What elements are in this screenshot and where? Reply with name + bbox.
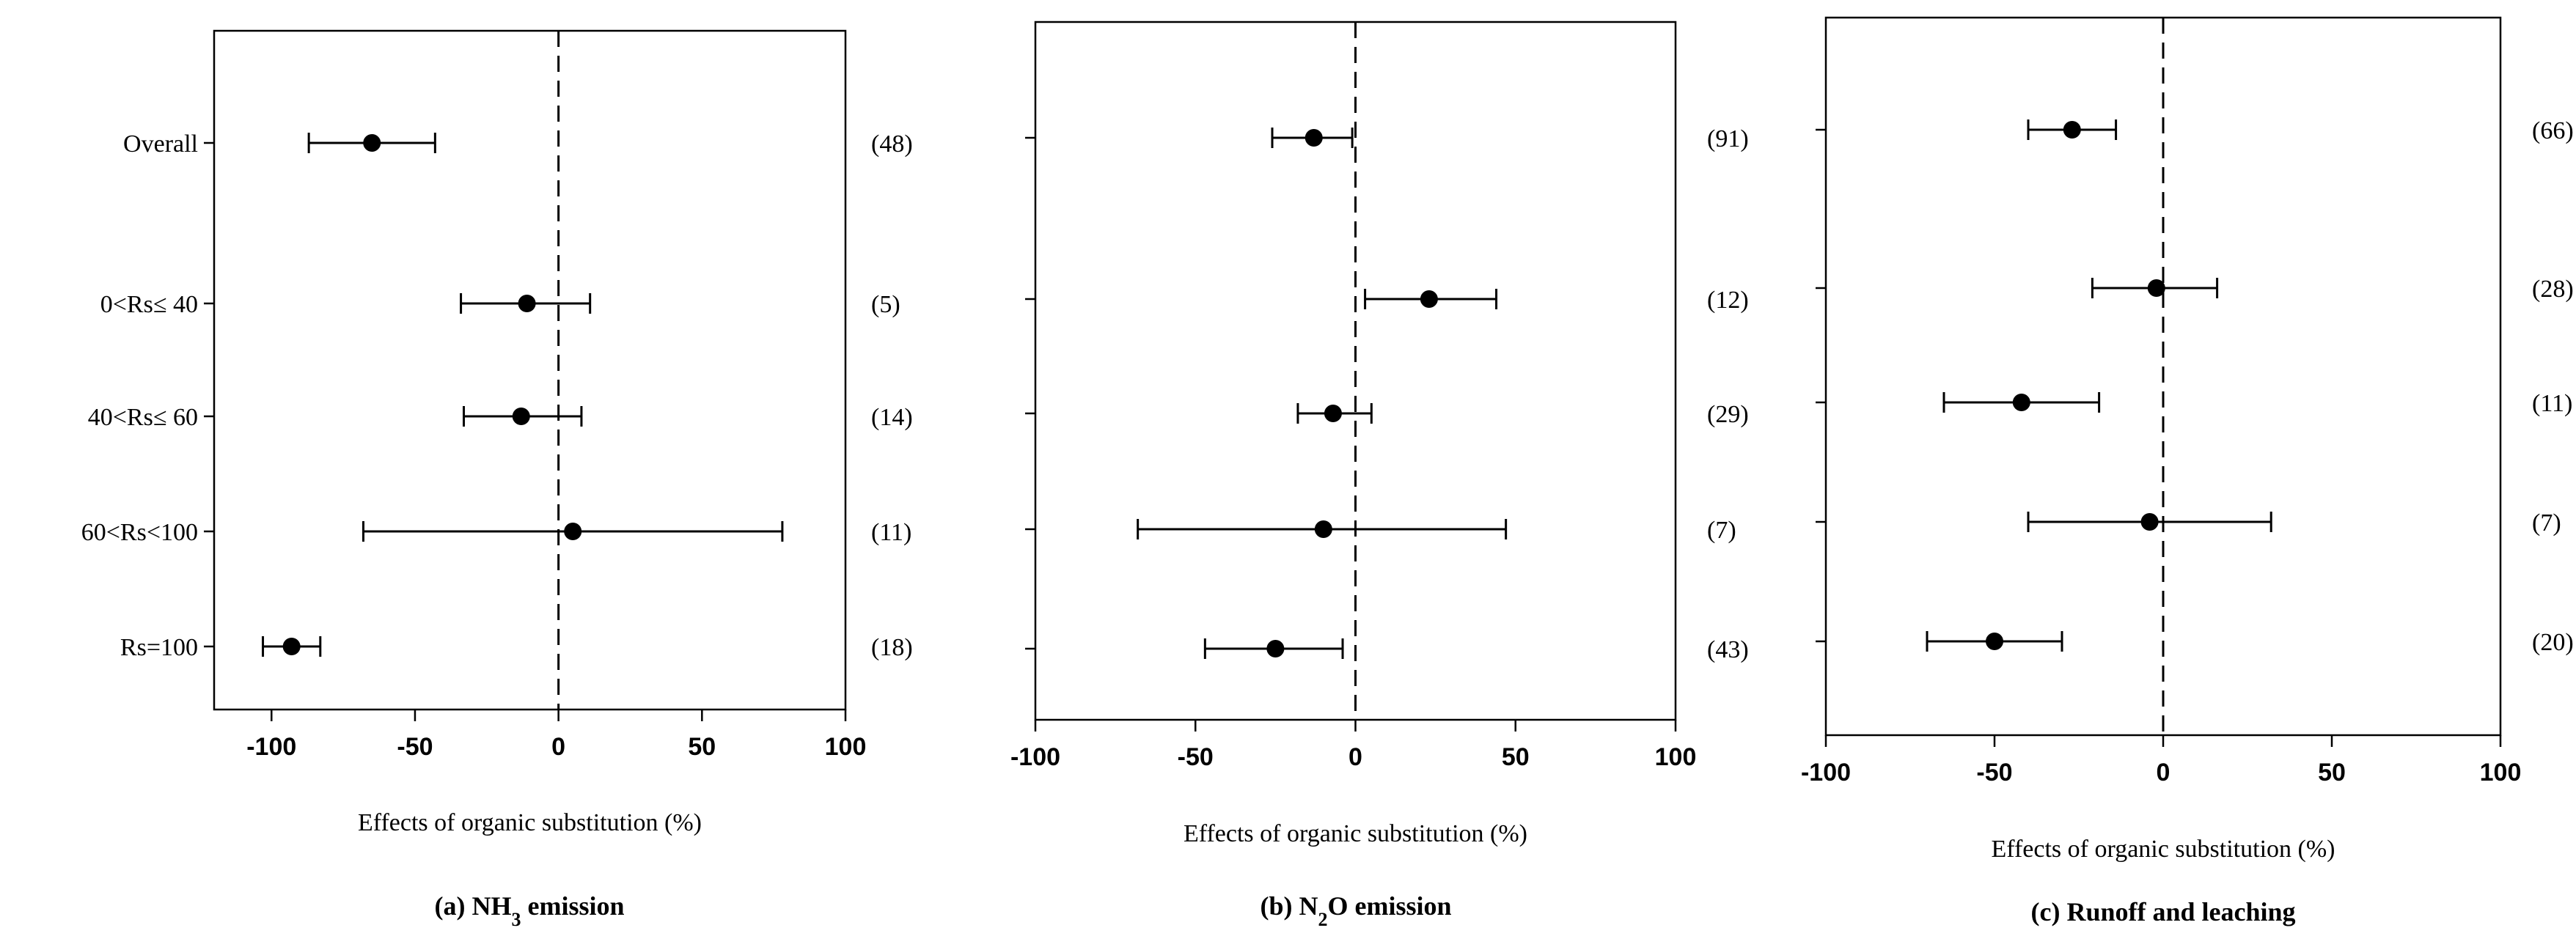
x-tick-label: 0 [551,733,565,761]
title-part: (c) Runoff and leaching [2030,897,2295,926]
x-axis-label: Effects of organic substitution (%) [1992,836,2335,863]
panel-title: (b) N2O emission [1260,891,1451,930]
x-tick-label: -50 [1976,759,2012,786]
point-estimate [2140,513,2159,531]
category-label: Overall [123,130,198,158]
point-estimate [2012,394,2030,411]
point-estimate [564,523,582,540]
panel-2: -100 -50 0 50 100 (91) (12) (29) (7) (43) Effects … [1010,21,1749,930]
x-tick-label: 0 [2157,759,2170,786]
sample-size-label: (43) [1707,636,1749,663]
x-tick-label: -50 [397,733,433,761]
title-part: (a) NH [435,891,512,921]
point-estimate [282,638,301,655]
sample-size-label: (28) [2532,276,2574,303]
title-part: emission [521,891,624,921]
sample-size-label: (11) [2532,390,2572,417]
point-estimate [1420,290,1438,308]
x-tick-label: 50 [2318,759,2346,786]
x-tick-label: -100 [1010,743,1060,771]
category-label: Rs=100 [120,634,198,661]
x-tick-label: 100 [825,733,867,761]
point-estimate [1314,520,1332,538]
x-tick-label: 0 [1348,743,1362,771]
x-tick-label: -100 [1801,759,1851,786]
category-label: 60<Rs<100 [81,519,198,546]
point-estimate [1986,633,2003,650]
x-tick-label: 50 [688,733,716,761]
point-estimate [363,134,381,152]
x-tick-label: -50 [1178,743,1214,771]
x-axis-label: Effects of organic substitution (%) [358,809,702,836]
panel-1: -100 -50 0 50 100 Overall (48) 0<Rs≤ 40 (5) 40<Rs… [81,29,913,930]
sample-size-label: (48) [871,130,913,158]
sample-size-label: (29) [1707,401,1749,428]
panel-title: (a) NH3 emission [435,891,625,930]
x-axis-label: Effects of organic substitution (%) [1184,820,1527,847]
point-estimate [1324,405,1342,422]
sample-size-label: (12) [1707,287,1749,314]
panel-title: (c) Runoff and leaching [2030,897,2295,926]
category-label: 40<Rs≤ 60 [88,404,198,431]
x-tick-label: 50 [1502,743,1530,771]
sample-size-label: (18) [871,634,913,661]
sample-size-label: (91) [1707,125,1749,152]
title-subscript: 3 [511,909,521,930]
x-tick-label: 100 [1655,743,1697,771]
point-estimate [2063,121,2081,139]
point-estimate [518,295,536,312]
category-label: 0<Rs≤ 40 [100,291,198,318]
x-tick-label: -100 [246,733,296,761]
sample-size-label: (7) [1707,517,1736,544]
sample-size-label: (5) [871,291,900,318]
title-subscript: 2 [1318,909,1327,930]
point-estimate [2147,279,2165,297]
x-tick-label: 100 [2480,759,2522,786]
sample-size-label: (11) [871,519,911,546]
panel-3: -100 -50 0 50 100 (66) (28) (11) (7) (20) Effects … [1801,16,2574,926]
sample-size-label: (66) [2532,117,2574,144]
plot-frame [213,29,847,711]
sample-size-label: (7) [2532,509,2561,537]
sample-size-label: (14) [871,404,913,431]
sample-size-label: (20) [2532,629,2574,656]
title-part: (b) N [1260,891,1318,921]
point-estimate [512,408,530,425]
point-estimate [1304,129,1323,147]
title-part: O emission [1327,891,1451,921]
point-estimate [1266,640,1285,657]
